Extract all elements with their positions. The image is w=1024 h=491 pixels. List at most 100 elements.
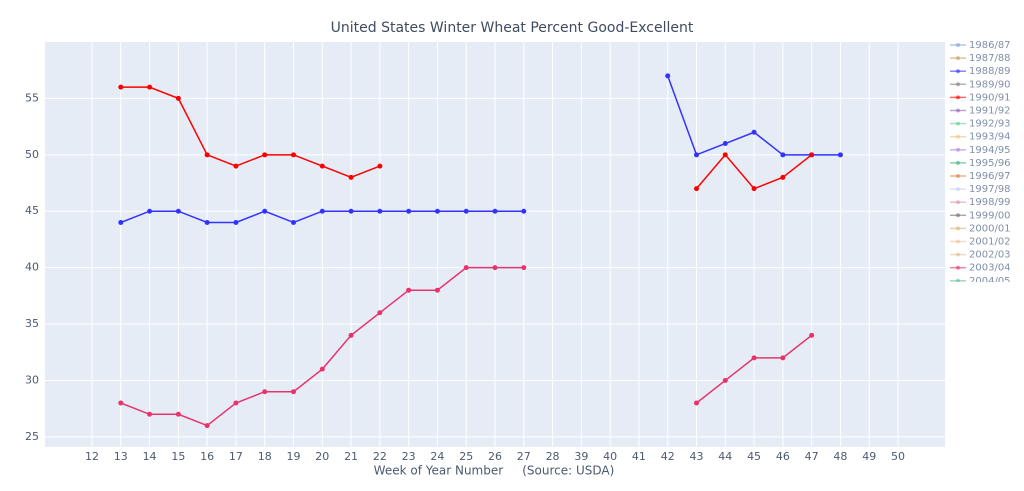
x-tick-label: 16 (200, 450, 214, 463)
data-point (377, 310, 383, 316)
data-point (175, 411, 181, 417)
data-point (694, 186, 699, 192)
x-axis-title: Week of Year Number (Source: USDA) (374, 464, 615, 478)
data-point (780, 355, 786, 361)
x-tick-label: 13 (114, 450, 128, 463)
legend-swatch-marker (956, 108, 960, 113)
legend-label: 1994/95 (969, 145, 1011, 156)
data-point (118, 220, 124, 226)
data-point (406, 287, 412, 293)
data-point (147, 411, 153, 417)
data-point (147, 84, 153, 90)
x-tick-label: 49 (862, 450, 876, 463)
legend: 1986/87 1987/88 1988/89 1989/90 1990/91 1991/… (950, 40, 1011, 287)
data-point (233, 163, 239, 169)
data-point (262, 389, 268, 395)
legend-swatch-marker (956, 82, 960, 87)
data-point (291, 152, 296, 158)
legend-swatch-marker (956, 160, 960, 165)
data-point (204, 423, 210, 429)
legend-swatch-marker (956, 213, 960, 218)
legend-swatch-marker (956, 278, 960, 282)
x-tick-label: 22 (373, 450, 387, 463)
chart-title: United States Winter Wheat Percent Good-… (331, 20, 694, 36)
legend-swatch-marker (956, 239, 960, 244)
x-tick-label: 45 (747, 450, 761, 463)
x-tick-label: 19 (287, 450, 301, 463)
legend-label: 2002/03 (969, 250, 1011, 261)
data-point (434, 287, 440, 293)
legend-label: 1988/89 (969, 66, 1011, 77)
x-tick-label: 15 (171, 450, 185, 463)
legend-label: 1989/90 (969, 79, 1011, 90)
data-point (348, 332, 354, 338)
x-tick-label: 50 (891, 450, 905, 463)
x-tick-label: 47 (805, 450, 819, 463)
legend-swatch-marker (956, 226, 960, 231)
x-tick-label: 39 (574, 450, 588, 463)
data-point (175, 208, 181, 214)
data-point (722, 152, 728, 158)
legend-swatch-marker (956, 56, 960, 61)
legend-swatch-marker (956, 147, 960, 152)
legend-label: 2001/02 (969, 237, 1011, 248)
legend-swatch-marker (956, 69, 960, 74)
data-point (377, 208, 383, 214)
y-tick-label: 55 (25, 91, 39, 104)
data-point (837, 152, 843, 158)
data-point (118, 400, 124, 406)
data-point (147, 208, 153, 214)
legend-label: 1990/91 (969, 92, 1011, 103)
data-point (463, 265, 469, 271)
legend-swatch-marker (956, 252, 960, 257)
legend-swatch-marker (956, 200, 960, 205)
legend-label: 1995/96 (969, 158, 1011, 169)
data-point (492, 265, 498, 271)
data-point (406, 208, 412, 214)
legend-label: 2004/05 (969, 276, 1011, 287)
series-line (120, 86, 381, 179)
data-point (694, 152, 699, 158)
y-tick-label: 25 (25, 430, 39, 443)
y-tick-label: 45 (25, 204, 39, 217)
data-point (492, 208, 498, 214)
data-point (233, 220, 239, 226)
data-point (434, 208, 440, 214)
x-tick-label: 21 (344, 450, 358, 463)
legend-label: 1986/87 (969, 40, 1011, 51)
data-point (204, 220, 210, 226)
data-point (751, 355, 757, 361)
legend-swatch-marker (956, 187, 960, 192)
legend-swatch-marker (956, 121, 960, 126)
legend-label: 1991/92 (969, 106, 1011, 117)
data-point (291, 389, 296, 395)
data-point (204, 152, 210, 158)
legend-label: 1999/00 (969, 210, 1011, 221)
data-point (233, 400, 239, 406)
data-point (722, 141, 728, 147)
x-tick-label: 20 (315, 450, 329, 463)
data-point (262, 208, 268, 214)
x-tick-label: 17 (229, 450, 243, 463)
y-tick-label: 35 (25, 317, 39, 330)
x-tick-label: 46 (776, 450, 790, 463)
data-point (377, 163, 383, 169)
legend-label: 2000/01 (969, 223, 1011, 234)
data-point (262, 152, 268, 158)
legend-label: 1992/93 (969, 119, 1011, 130)
x-tick-label: 41 (632, 450, 646, 463)
legend-label: 1996/97 (969, 171, 1011, 182)
legend-label: 1998/99 (969, 197, 1011, 208)
y-tick-label: 50 (25, 148, 39, 161)
legend-swatch-marker (956, 95, 960, 100)
legend-label: 1997/98 (969, 184, 1011, 195)
x-tick-label: 26 (488, 450, 502, 463)
x-tick-label: 18 (258, 450, 272, 463)
data-point (348, 208, 354, 214)
y-tick-label: 40 (25, 261, 39, 274)
data-point (118, 84, 124, 90)
legend-label: 1987/88 (969, 53, 1011, 64)
legend-label: 1993/94 (969, 132, 1011, 143)
data-point (291, 220, 296, 226)
